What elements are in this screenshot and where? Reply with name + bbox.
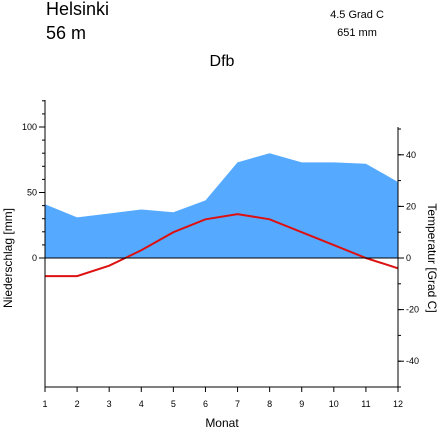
x-tick-label: 3 bbox=[107, 399, 112, 409]
station-name: Helsinki bbox=[46, 0, 109, 19]
right-tick-label: 40 bbox=[406, 150, 416, 160]
left-tick-label: 0 bbox=[32, 253, 37, 263]
left-tick-label: 100 bbox=[22, 122, 37, 132]
x-axis-title: Monat bbox=[205, 416, 239, 430]
x-tick-label: 9 bbox=[299, 399, 304, 409]
x-tick-label: 7 bbox=[235, 399, 240, 409]
right-tick-label: -40 bbox=[406, 356, 419, 366]
x-tick-label: 11 bbox=[361, 399, 370, 409]
left-axis-ticks: 0 50 100 bbox=[22, 100, 45, 263]
right-axis-ticks: -40 -20 0 20 40 bbox=[398, 128, 419, 388]
station-elevation: 56 m bbox=[46, 23, 86, 43]
x-tick-label: 1 bbox=[42, 399, 47, 409]
x-tick-label: 12 bbox=[393, 399, 403, 409]
x-tick-label: 8 bbox=[267, 399, 272, 409]
annual-precipitation: 651 mm bbox=[337, 27, 377, 39]
right-tick-label: 0 bbox=[406, 253, 411, 263]
temperature-line bbox=[45, 213, 399, 278]
left-tick-label: 50 bbox=[27, 188, 37, 198]
mean-temperature: 4.5 Grad C bbox=[330, 9, 384, 21]
x-tick-label: 5 bbox=[171, 399, 176, 409]
precipitation-area bbox=[45, 153, 398, 258]
x-tick-label: 4 bbox=[139, 399, 144, 409]
right-axis-title: Temperatur [Grad C] bbox=[425, 203, 439, 312]
x-axis-ticks: 1 2 3 4 5 6 7 8 9 10 11 12 bbox=[42, 387, 403, 409]
left-axis-title: Niederschlag [mm] bbox=[1, 208, 15, 308]
x-tick-label: 6 bbox=[203, 399, 208, 409]
x-tick-label: 2 bbox=[75, 399, 80, 409]
right-tick-label: -20 bbox=[406, 305, 419, 315]
right-tick-label: 20 bbox=[406, 201, 416, 211]
x-tick-label: 10 bbox=[329, 399, 339, 409]
climate-class: Dfb bbox=[210, 53, 235, 70]
